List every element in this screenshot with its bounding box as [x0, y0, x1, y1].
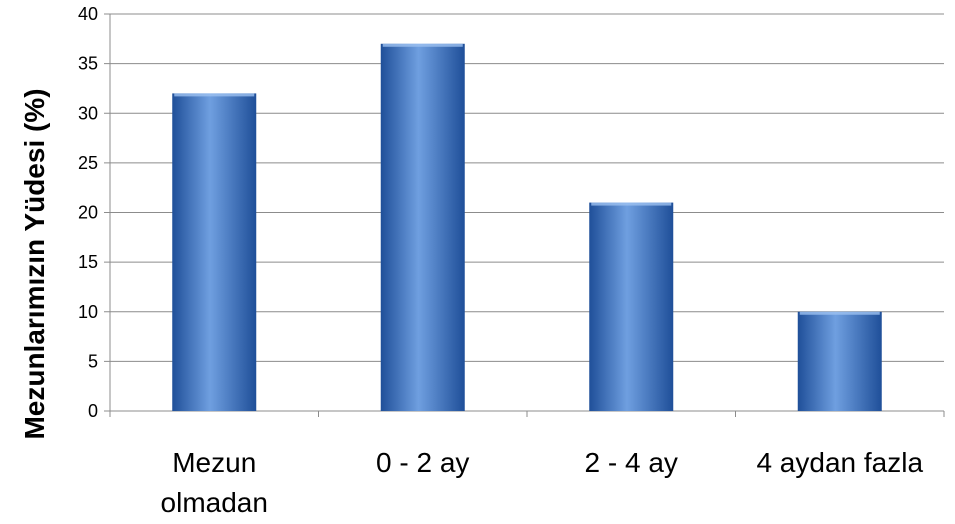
bar — [797, 311, 882, 411]
x-category-label: 4 aydan fazla — [756, 447, 923, 478]
bar-body — [172, 93, 257, 412]
y-axis-title: Mezunlarımızın Yüdesi (%) — [19, 88, 50, 439]
bar — [589, 202, 674, 411]
y-tick-label: 15 — [78, 252, 98, 272]
x-category-label: Mezun — [172, 447, 256, 478]
bar-top-highlight — [174, 93, 255, 97]
bar — [380, 43, 465, 412]
y-tick-label: 5 — [88, 351, 98, 371]
x-category-labels: Mezun olmadan 0 - 2 ay 2 - 4 ay 4 aydan fazl… — [161, 447, 924, 518]
bar-top-highlight — [591, 202, 672, 206]
y-tick-labels: 0 5 10 15 20 25 30 35 40 — [78, 4, 98, 421]
y-tick-label: 0 — [88, 401, 98, 421]
bars — [172, 43, 882, 412]
bar-top-highlight — [799, 311, 880, 315]
y-tick-label: 35 — [78, 54, 98, 74]
bar-body — [589, 202, 674, 411]
y-tick-label: 10 — [78, 302, 98, 322]
bar-top-highlight — [382, 43, 463, 47]
x-category-label: olmadan — [161, 487, 268, 518]
y-tick-label: 40 — [78, 4, 98, 24]
bar-body — [380, 43, 465, 412]
x-category-label: 0 - 2 ay — [376, 447, 469, 478]
y-tick-label: 20 — [78, 203, 98, 223]
bar — [172, 93, 257, 412]
y-tick-label: 30 — [78, 103, 98, 123]
x-category-label: 2 - 4 ay — [585, 447, 678, 478]
bar-body — [797, 311, 882, 411]
y-tick-label: 25 — [78, 153, 98, 173]
